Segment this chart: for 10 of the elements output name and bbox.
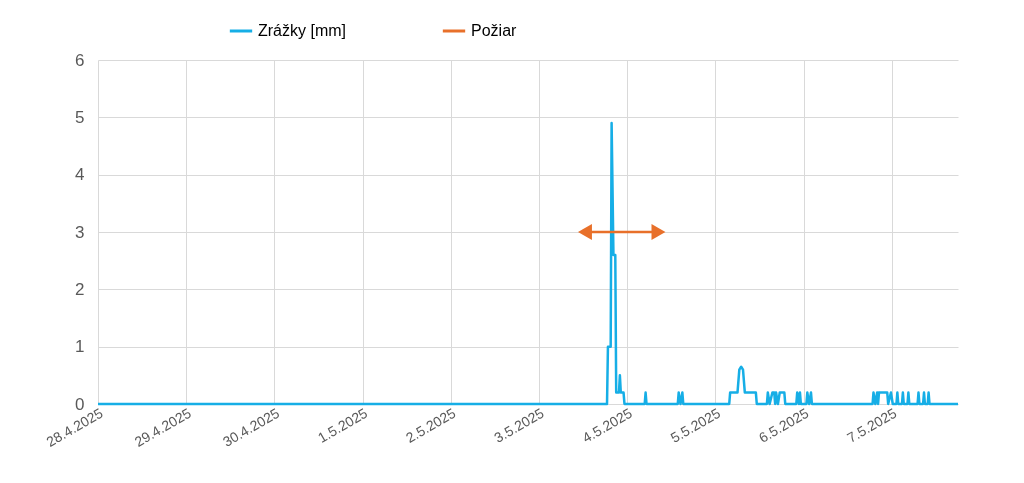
y-tick-label: 4 bbox=[75, 165, 85, 185]
legend-label: Zrážky [mm] bbox=[258, 22, 346, 39]
y-tick-label: 2 bbox=[75, 279, 85, 299]
y-tick-label: 0 bbox=[75, 394, 85, 414]
y-tick-label: 6 bbox=[75, 50, 85, 70]
y-tick-label: 5 bbox=[75, 107, 85, 127]
y-tick-label: 3 bbox=[75, 222, 85, 242]
line-series bbox=[96, 121, 960, 406]
legend-label: Požiar bbox=[471, 22, 518, 39]
y-tick-label: 1 bbox=[75, 337, 85, 357]
